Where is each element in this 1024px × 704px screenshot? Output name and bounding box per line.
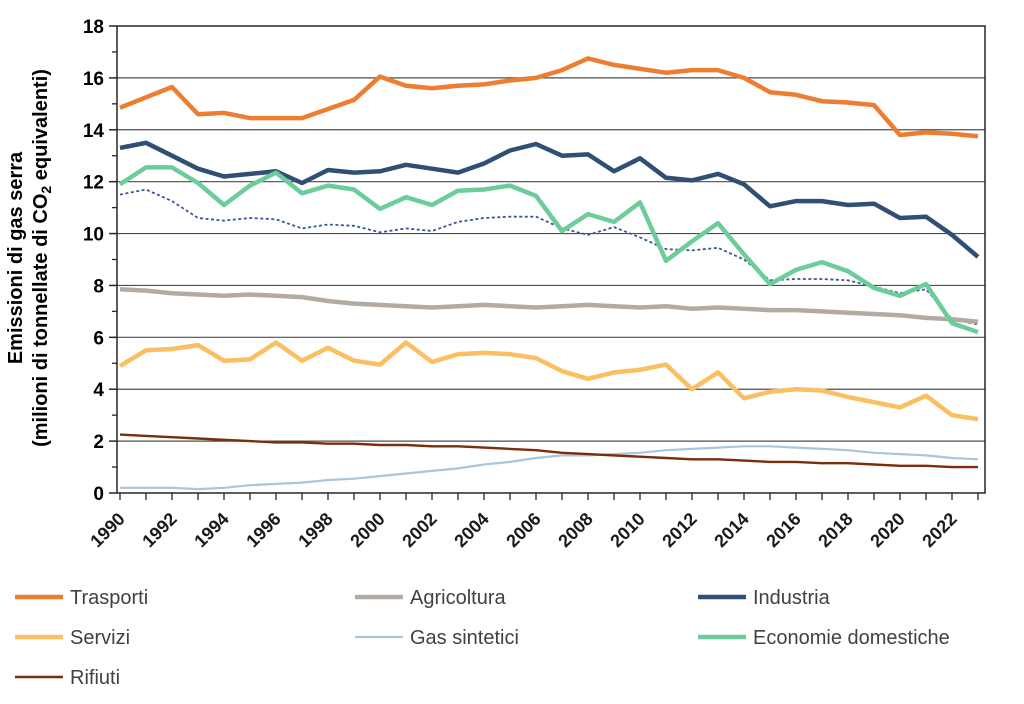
- y-tick-label: 4: [93, 380, 104, 401]
- y-tick-label: 8: [93, 276, 104, 297]
- legend-label-trasporti: Trasporti: [70, 587, 148, 609]
- y-axis-title: Emissioni di gas serra (milioni di tonnel…: [5, 69, 54, 447]
- y-tick-label: 12: [83, 173, 104, 194]
- series-lines: [118, 56, 980, 491]
- y-axis-title-line1: Emissioni di gas serra: [5, 151, 27, 364]
- y-tick-label: 10: [83, 225, 104, 246]
- series-line-industria: [119, 140, 980, 259]
- series-line-unlabeled_dashed: [119, 188, 979, 326]
- y-tick-label: 16: [83, 69, 104, 90]
- y-tick-label: 6: [93, 328, 104, 349]
- legend-label-gas_sintetici: Gas sintetici: [410, 627, 519, 649]
- series-line-economie_domestiche: [118, 165, 979, 335]
- y-tick-label: 0: [93, 484, 104, 505]
- legend-item-trasporti: Trasporti: [15, 587, 148, 609]
- series-line-agricoltura: [119, 287, 979, 325]
- legend-item-servizi: Servizi: [15, 627, 130, 649]
- legend-label-rifiuti: Rifiuti: [70, 667, 120, 689]
- y-axis-title-line2: (milioni di tonnellate di CO2 equivalent…: [30, 69, 54, 447]
- y-tick-label: 2: [93, 432, 104, 453]
- legend-item-economie_domestiche: Economie domestiche: [698, 627, 950, 649]
- legend-item-industria: Industria: [698, 587, 831, 609]
- legend-label-economie_domestiche: Economie domestiche: [753, 627, 950, 649]
- legend-label-industria: Industria: [753, 587, 831, 609]
- legend-label-servizi: Servizi: [70, 627, 130, 649]
- series-line-rifiuti: [119, 433, 978, 469]
- legend-label-agricoltura: Agricoltura: [410, 587, 506, 609]
- y-axis: 0 2 4 6 8 10 12 14 16 18: [83, 17, 117, 505]
- series-line-servizi: [118, 340, 979, 422]
- series-line-trasporti: [119, 56, 979, 139]
- y-tick-label: 18: [83, 17, 104, 38]
- legend-item-agricoltura: Agricoltura: [355, 587, 506, 609]
- y-tick-label: 14: [83, 121, 105, 142]
- legend-item-gas_sintetici: Gas sintetici: [355, 627, 519, 649]
- legend-item-rifiuti: Rifiuti: [15, 667, 120, 689]
- legend: Gas sintetici Rifiuti Agricoltura Servizi In…: [15, 587, 950, 689]
- series-line-gas_sintetici: [120, 445, 979, 491]
